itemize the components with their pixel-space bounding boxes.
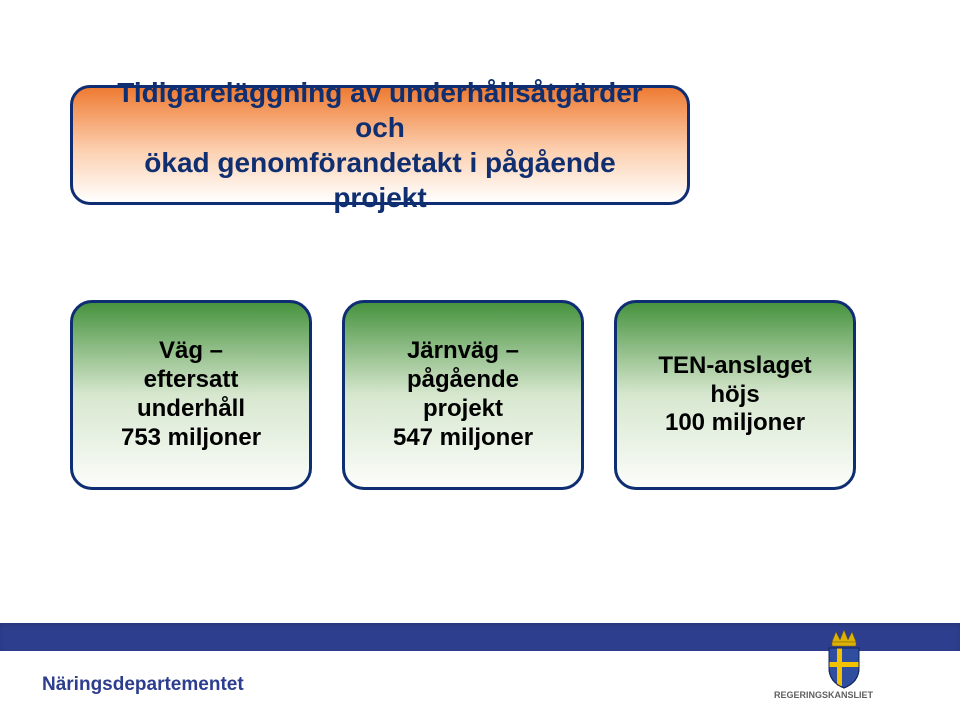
card-ten: TEN-anslaget höjs 100 miljoner bbox=[614, 300, 856, 490]
card-rail: Järnväg – pågående projekt 547 miljoner bbox=[342, 300, 584, 490]
slide: Tidigareläggning av underhållsåtgärder o… bbox=[0, 0, 960, 718]
card-ten-text: TEN-anslaget höjs 100 miljoner bbox=[658, 352, 811, 438]
crest-icon: REGERINGSKANSLIET bbox=[774, 628, 924, 708]
title-box: Tidigareläggning av underhållsåtgärder o… bbox=[70, 85, 690, 205]
card-rail-text: Järnväg – pågående projekt 547 miljoner bbox=[393, 337, 533, 452]
crest-wordmark: REGERINGSKANSLIET bbox=[774, 690, 874, 700]
cards-row: Väg – eftersatt underhåll 753 miljoner J… bbox=[70, 300, 890, 490]
card-road-text: Väg – eftersatt underhåll 753 miljoner bbox=[121, 337, 261, 452]
crest-logo: REGERINGSKANSLIET bbox=[774, 628, 924, 708]
card-road: Väg – eftersatt underhåll 753 miljoner bbox=[70, 300, 312, 490]
footer: Näringsdepartementet REGERIN bbox=[0, 623, 960, 718]
title-text: Tidigareläggning av underhållsåtgärder o… bbox=[95, 75, 665, 215]
footer-department-label: Näringsdepartementet bbox=[42, 674, 244, 696]
